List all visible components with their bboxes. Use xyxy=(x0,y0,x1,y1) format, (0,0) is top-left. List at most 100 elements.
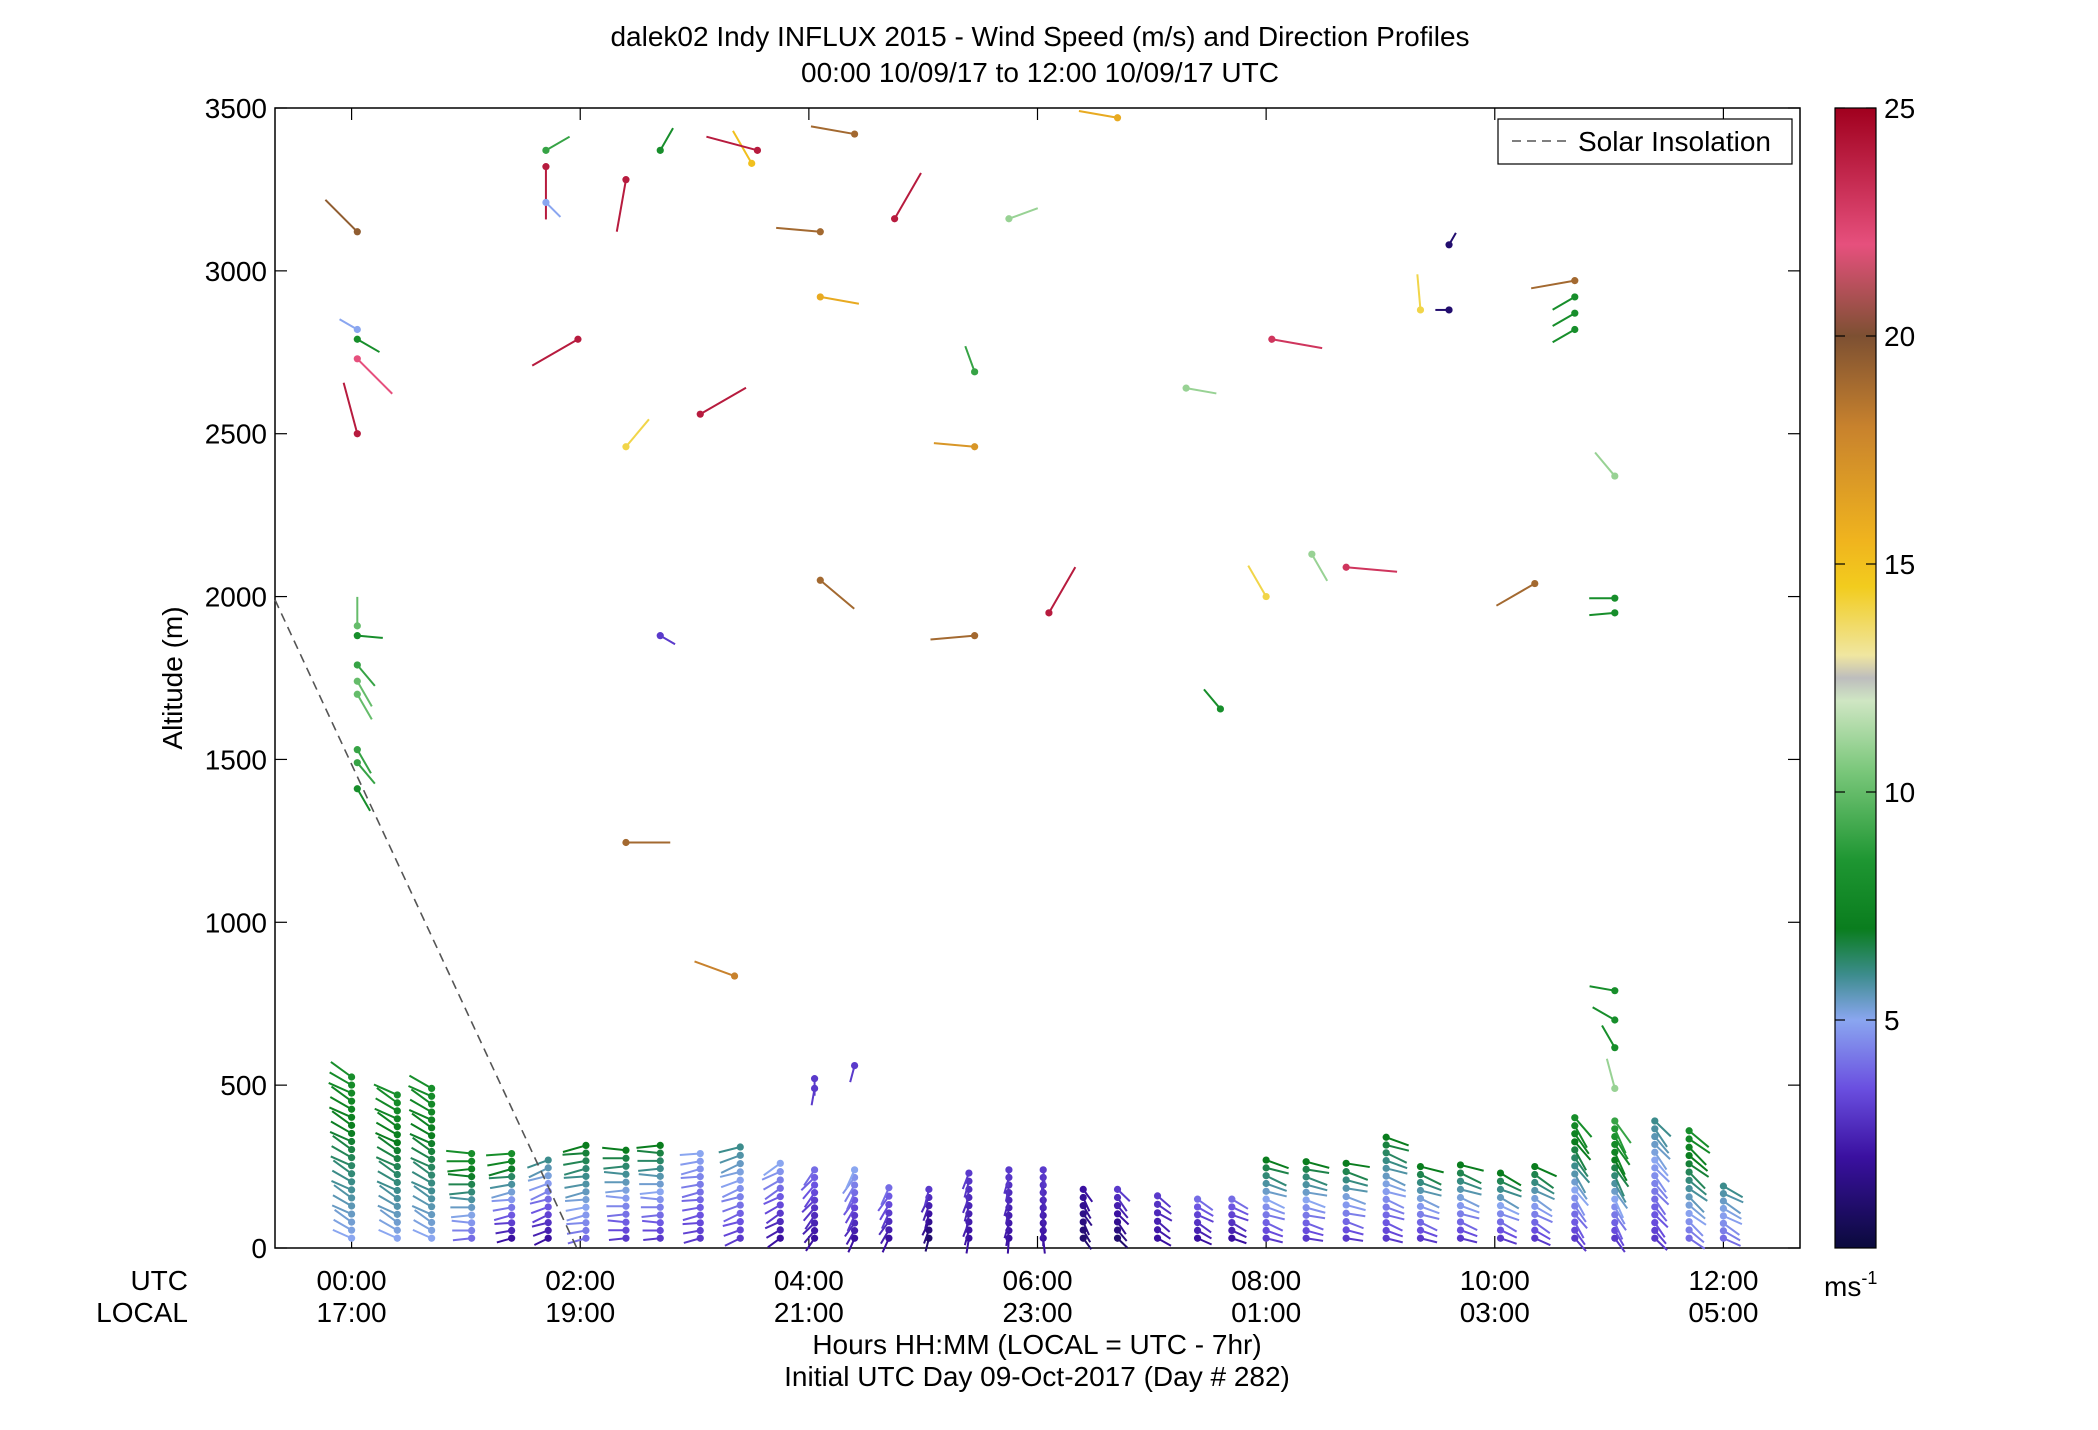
wind-stick xyxy=(1574,1117,1593,1138)
wind-point xyxy=(544,1156,552,1164)
wind-stick xyxy=(1265,1159,1289,1170)
wind-stick xyxy=(1613,1175,1625,1197)
wind-stick xyxy=(563,1167,587,1176)
wind-point xyxy=(353,325,361,334)
wind-stick xyxy=(893,172,922,220)
wind-point xyxy=(850,130,859,138)
wind-point xyxy=(393,1170,401,1179)
wind-point xyxy=(1651,1211,1659,1219)
wind-point xyxy=(428,1210,436,1219)
x-tick-label-local: 21:00 xyxy=(774,1297,844,1328)
wind-stick xyxy=(373,1083,398,1096)
wind-point xyxy=(1228,1218,1236,1227)
wind-point xyxy=(468,1188,476,1196)
wind-point xyxy=(393,1123,401,1131)
wind-stick xyxy=(1305,1160,1330,1169)
wind-point xyxy=(428,1218,436,1227)
wind-point xyxy=(582,1234,590,1242)
wind-point xyxy=(353,677,361,685)
wind-point xyxy=(885,1200,893,1209)
wind-point xyxy=(1416,306,1425,314)
wind-stick xyxy=(375,1097,398,1112)
wind-point xyxy=(1571,1210,1579,1218)
wind-point xyxy=(428,1108,436,1116)
wind-point xyxy=(1342,1234,1350,1242)
wind-point xyxy=(1456,1202,1465,1210)
wind-stick xyxy=(1346,566,1398,573)
wind-point xyxy=(1302,1196,1310,1204)
wind-point xyxy=(1571,1154,1579,1162)
wind-stick xyxy=(1460,1172,1482,1185)
wind-point xyxy=(347,1178,356,1186)
wind-point xyxy=(1382,1188,1390,1196)
wind-point xyxy=(428,1195,436,1203)
wind-point xyxy=(736,1218,744,1226)
wind-point xyxy=(1456,1185,1465,1193)
wind-stick xyxy=(328,1082,352,1095)
wind-point xyxy=(1416,1210,1425,1218)
colorbar-tick-label: 20 xyxy=(1884,321,1915,352)
wind-stick xyxy=(1688,1171,1706,1190)
wind-point xyxy=(1611,1218,1619,1227)
wind-stick xyxy=(411,1146,433,1161)
wind-point xyxy=(428,1187,436,1195)
wind-point xyxy=(1496,1226,1505,1234)
wind-stick xyxy=(356,680,373,707)
wind-point xyxy=(622,1226,630,1234)
wind-point xyxy=(1262,1195,1270,1203)
wind-stick xyxy=(1613,1128,1627,1154)
wind-stick xyxy=(330,1061,353,1078)
wind-point xyxy=(891,215,899,223)
wind-stick xyxy=(357,634,383,639)
wind-point xyxy=(656,1180,664,1188)
wind-stick xyxy=(563,1159,587,1166)
wind-point xyxy=(1302,1204,1310,1212)
wind-stick xyxy=(615,179,627,232)
wind-point xyxy=(1611,1044,1619,1052)
wind-stick xyxy=(1552,296,1576,311)
wind-stick xyxy=(638,1167,661,1172)
wind-point xyxy=(1571,1122,1579,1130)
wind-stick xyxy=(776,226,821,233)
wind-point xyxy=(353,228,361,236)
wind-point xyxy=(1193,1218,1202,1227)
wind-point xyxy=(347,1202,356,1210)
wind-point xyxy=(1611,1140,1619,1149)
wind-point xyxy=(1611,987,1619,995)
wind-point xyxy=(1611,1234,1619,1242)
wind-stick xyxy=(410,1122,433,1137)
wind-point xyxy=(428,1226,436,1234)
wind-stick xyxy=(1265,1182,1288,1192)
x-tick-label-local: 19:00 xyxy=(545,1297,615,1328)
wind-point xyxy=(1342,563,1350,571)
wind-stick xyxy=(331,1179,352,1191)
wind-point xyxy=(736,1143,744,1151)
wind-point xyxy=(1685,1209,1693,1218)
wind-stick xyxy=(1573,1133,1590,1155)
wind-point xyxy=(428,1092,436,1100)
wind-point xyxy=(850,1234,859,1242)
wind-point xyxy=(1216,705,1225,713)
wind-point xyxy=(885,1192,893,1200)
wind-point xyxy=(622,1218,630,1226)
wind-stick xyxy=(1574,1141,1592,1161)
wind-point xyxy=(656,1226,664,1235)
wind-stick xyxy=(1688,1129,1710,1148)
wind-stick xyxy=(488,1167,512,1177)
wind-point xyxy=(1685,1234,1693,1242)
wind-stick xyxy=(1420,1165,1444,1174)
plot-area xyxy=(274,107,1801,1249)
wind-point xyxy=(736,1160,744,1168)
wind-stick xyxy=(1305,1183,1328,1192)
wind-point xyxy=(1079,1185,1087,1193)
wind-point xyxy=(816,576,824,584)
wind-point xyxy=(1342,1193,1350,1201)
wind-point xyxy=(885,1184,893,1192)
wind-stick xyxy=(1601,1025,1616,1049)
wind-point xyxy=(508,1211,516,1219)
wind-stick xyxy=(602,1146,627,1152)
wind-point xyxy=(1571,277,1579,285)
wind-point xyxy=(428,1163,436,1171)
wind-point xyxy=(696,1173,704,1181)
wind-point xyxy=(965,1169,973,1177)
